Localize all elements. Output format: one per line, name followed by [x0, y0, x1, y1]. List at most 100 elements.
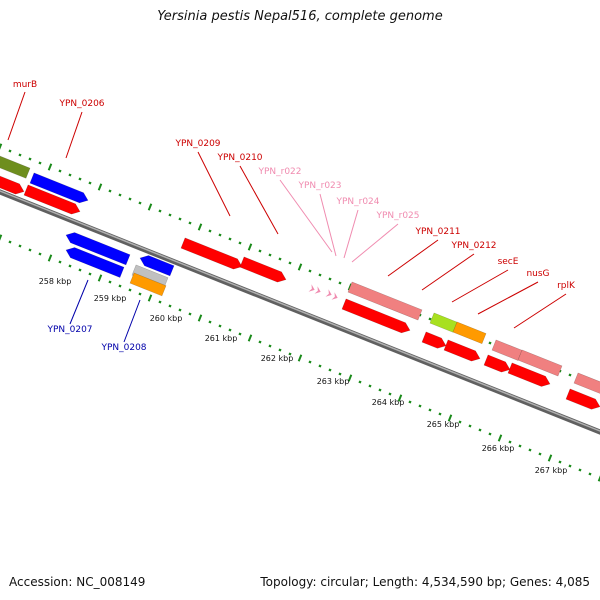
bottom-track-minor-tick — [538, 452, 542, 456]
top-track-minor-tick — [308, 269, 312, 273]
backbone-track — [0, 189, 600, 435]
bottom-track-minor-tick — [128, 288, 132, 292]
top-track-major-tick — [247, 243, 253, 251]
bottom-track-minor-tick — [578, 468, 582, 472]
murb-forward-gene — [0, 174, 25, 195]
genome-title: Yersinia pestis Nepal516, complete genom… — [157, 9, 443, 24]
top-track-minor-tick — [288, 261, 292, 265]
rna-chevron — [314, 286, 321, 294]
bottom-track-minor-tick — [218, 324, 222, 328]
top-track-minor-tick — [18, 153, 22, 157]
bottom-track-minor-tick — [268, 344, 272, 348]
sece-forward-gene-shape — [443, 339, 481, 362]
accession-text: Accession: NC_008149 — [9, 575, 146, 589]
leader-line-bottom — [123, 299, 141, 343]
top-track-minor-tick — [8, 149, 12, 153]
leader-line-top — [7, 91, 26, 141]
top-track-minor-tick — [188, 221, 192, 225]
top-track-major-tick — [47, 163, 53, 171]
top-track-minor-tick — [178, 217, 182, 221]
bottom-track-major-tick — [497, 434, 503, 442]
rplk-next-gene — [565, 388, 600, 410]
bottom-track-minor-tick — [588, 472, 592, 476]
top-track-minor-tick — [108, 189, 112, 193]
gene-label-top: YPN_r024 — [335, 197, 379, 207]
rplk-gene-shape — [507, 362, 551, 387]
bottom-track-minor-tick — [368, 384, 372, 388]
feature-track — [0, 154, 600, 410]
gene-label-top: YPN_r023 — [297, 181, 341, 191]
bottom-track-major-tick — [297, 354, 303, 362]
top-track-minor-tick — [258, 249, 262, 253]
bottom-tick-track — [0, 234, 600, 482]
bottom-track-minor-tick — [228, 328, 232, 332]
genome-summary-text: Topology: circular; Length: 4,534,590 bp… — [260, 575, 590, 589]
bottom-track-minor-tick — [378, 388, 382, 392]
rplk-next-rrna — [573, 372, 600, 396]
bottom-track-minor-tick — [328, 368, 332, 372]
leader-line-top — [513, 293, 567, 329]
bottom-track-major-tick — [47, 254, 53, 262]
top-track-minor-tick — [268, 253, 272, 257]
bottom-track-minor-tick — [478, 428, 482, 432]
rna-chevron — [325, 289, 332, 297]
gene-label-top: rplK — [557, 281, 576, 291]
top-track-minor-tick — [88, 181, 92, 185]
top-track-major-tick — [147, 203, 153, 211]
top-track-major-tick — [297, 263, 303, 271]
top-track-minor-tick — [58, 169, 62, 173]
ypn-0206-gene — [29, 172, 89, 204]
bottom-track-major-tick — [547, 454, 553, 462]
gene-label-top: YPN_r025 — [375, 211, 419, 221]
ypn-0209-gene-shape — [180, 237, 243, 270]
gene-label-top: YPN_0206 — [58, 99, 104, 109]
scale-label-kbp: 266 kbp — [482, 444, 515, 453]
backbone-highlight — [0, 190, 600, 432]
ypn-0208-orange-shape — [129, 272, 167, 297]
top-track-minor-tick — [208, 229, 212, 233]
bottom-track-minor-tick — [168, 304, 172, 308]
top-track-minor-tick — [278, 257, 282, 261]
top-track-minor-tick — [488, 341, 492, 345]
top-track-minor-tick — [218, 233, 222, 237]
nusg-gene — [483, 354, 511, 373]
top-track-major-tick — [97, 183, 103, 191]
top-track-minor-tick — [168, 213, 172, 217]
rplk-gene — [507, 362, 551, 387]
ypn-0206-gene-shape — [29, 172, 89, 204]
bottom-track-minor-tick — [568, 464, 572, 468]
bottom-track-minor-tick — [428, 408, 432, 412]
leader-line-bottom — [69, 279, 89, 325]
leader-line-top — [477, 281, 539, 315]
top-track-minor-tick — [328, 277, 332, 281]
bottom-track-major-tick — [0, 234, 3, 242]
bottom-track-minor-tick — [358, 380, 362, 384]
bottom-track-minor-tick — [468, 424, 472, 428]
gene-label-top: murB — [13, 80, 37, 90]
top-track-minor-tick — [78, 177, 82, 181]
ypn-0212-gene-shape — [429, 312, 458, 333]
scale-label-kbp: 263 kbp — [317, 377, 350, 386]
rna-chevron-shape — [331, 292, 338, 300]
scale-label-kbp: 259 kbp — [94, 294, 127, 303]
nusg-rrna-shape — [491, 339, 523, 361]
top-track-minor-tick — [158, 209, 162, 213]
top-track-major-tick — [197, 223, 203, 231]
top-track-minor-tick — [568, 373, 572, 377]
murb-forward-gene-shape — [0, 174, 25, 195]
bottom-track-minor-tick — [308, 360, 312, 364]
bottom-track-minor-tick — [8, 240, 12, 244]
bottom-track-minor-tick — [88, 272, 92, 276]
murb-gene — [0, 154, 31, 179]
leader-line-top — [351, 223, 399, 263]
rna-chevron-shape — [314, 286, 321, 294]
scale-label-kbp: 265 kbp — [427, 420, 460, 429]
scale-label-kbp: 262 kbp — [261, 354, 294, 363]
bottom-track-minor-tick — [518, 444, 522, 448]
rna-chevron — [308, 284, 315, 292]
bottom-track-minor-tick — [58, 260, 62, 264]
top-track-minor-tick — [338, 281, 342, 285]
gene-label-top: YPN_0209 — [174, 139, 220, 149]
top-track-minor-tick — [38, 161, 42, 165]
